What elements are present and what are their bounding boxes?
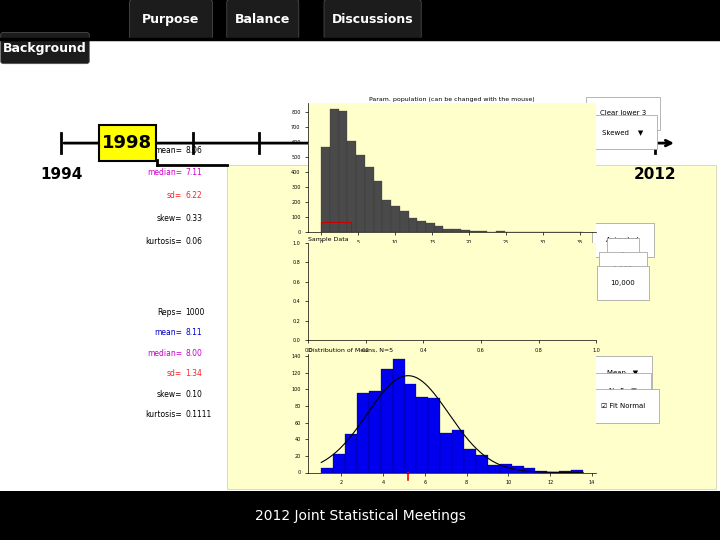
Bar: [435, 226, 444, 232]
Text: kurtosis=: kurtosis=: [145, 410, 182, 420]
Text: 1000: 1000: [185, 308, 204, 317]
Text: 8.11: 8.11: [185, 328, 202, 338]
Text: Skewed    ▼: Skewed ▼: [602, 129, 644, 136]
Text: Sample Data: Sample Data: [308, 237, 348, 242]
Text: 5: 5: [621, 252, 625, 258]
Bar: [391, 206, 400, 232]
Bar: [357, 394, 369, 472]
Bar: [500, 464, 512, 472]
Bar: [338, 111, 348, 232]
Bar: [345, 434, 357, 472]
Bar: [428, 397, 440, 472]
Text: 0.33: 0.33: [185, 214, 202, 223]
Bar: [321, 222, 351, 232]
Bar: [333, 454, 345, 472]
Text: Clear lower 3: Clear lower 3: [600, 110, 646, 117]
FancyBboxPatch shape: [227, 0, 299, 39]
Bar: [547, 471, 559, 472]
Bar: [559, 471, 571, 472]
Bar: [476, 455, 488, 472]
Bar: [405, 384, 416, 472]
Text: 0.10: 0.10: [185, 390, 202, 399]
Bar: [381, 369, 392, 472]
Text: 2012: 2012: [634, 167, 677, 183]
Bar: [408, 218, 418, 232]
Bar: [0, 0, 720, 39]
Text: Mean   ▼: Mean ▼: [607, 369, 639, 376]
Bar: [452, 229, 461, 232]
Bar: [469, 231, 478, 232]
Text: 1,000: 1,000: [613, 266, 633, 272]
Text: 1.34: 1.34: [185, 369, 202, 379]
Bar: [369, 391, 381, 472]
Bar: [330, 109, 338, 232]
Bar: [227, 165, 716, 489]
Text: 1998: 1998: [102, 134, 152, 152]
Text: median=: median=: [147, 168, 182, 178]
Text: skew=: skew=: [157, 390, 182, 399]
Bar: [348, 141, 356, 232]
Text: sd=: sd=: [167, 369, 182, 379]
Bar: [571, 470, 583, 472]
Bar: [444, 229, 452, 232]
Bar: [321, 468, 333, 472]
Title: Param. population (can be changed with the mouse): Param. population (can be changed with t…: [369, 97, 535, 102]
Text: skew=: skew=: [157, 214, 182, 223]
Text: 0.1111: 0.1111: [185, 410, 211, 420]
Bar: [496, 231, 505, 232]
Text: Animated: Animated: [606, 237, 639, 244]
Bar: [536, 471, 547, 472]
Bar: [523, 468, 536, 472]
Text: 6.22: 6.22: [185, 191, 202, 200]
Text: Sample:: Sample:: [607, 225, 639, 234]
FancyBboxPatch shape: [324, 0, 421, 39]
Text: 1994: 1994: [40, 167, 82, 183]
Text: 0.06: 0.06: [185, 237, 202, 246]
Bar: [374, 181, 382, 232]
Text: 7.11: 7.11: [185, 168, 202, 178]
Text: Distribution of Means, N=5: Distribution of Means, N=5: [308, 348, 393, 353]
Bar: [478, 231, 487, 232]
Text: Balance: Balance: [235, 13, 290, 26]
Text: 10,000: 10,000: [611, 280, 635, 286]
Text: mean=: mean=: [154, 328, 182, 338]
Text: sd=: sd=: [167, 191, 182, 200]
Text: Discussions: Discussions: [332, 13, 413, 26]
Bar: [452, 430, 464, 472]
Bar: [356, 155, 365, 232]
Text: N=5   ▼: N=5 ▼: [609, 387, 636, 393]
Bar: [418, 221, 426, 232]
Text: median=: median=: [147, 349, 182, 358]
FancyBboxPatch shape: [1, 32, 89, 64]
Bar: [512, 466, 523, 472]
FancyBboxPatch shape: [99, 125, 156, 161]
Bar: [461, 231, 469, 232]
Bar: [321, 147, 330, 232]
Text: ☑ Fit Normal: ☑ Fit Normal: [600, 403, 645, 409]
Bar: [365, 167, 374, 232]
Text: 8.00: 8.00: [185, 349, 202, 358]
Bar: [416, 397, 428, 472]
Bar: [400, 212, 408, 232]
Bar: [382, 200, 391, 232]
FancyBboxPatch shape: [130, 0, 212, 39]
Text: Background: Background: [3, 42, 87, 55]
Text: 2012 Joint Statistical Meetings: 2012 Joint Statistical Meetings: [255, 509, 465, 523]
Bar: [0, 491, 720, 540]
Bar: [488, 465, 500, 472]
Bar: [440, 434, 452, 472]
Bar: [464, 449, 476, 472]
Text: mean=: mean=: [154, 146, 182, 155]
Text: 8.06: 8.06: [185, 146, 202, 155]
Text: kurtosis=: kurtosis=: [145, 237, 182, 246]
Bar: [426, 222, 435, 232]
Bar: [392, 359, 405, 472]
Text: Reps=: Reps=: [157, 308, 182, 317]
Text: Purpose: Purpose: [143, 13, 199, 26]
